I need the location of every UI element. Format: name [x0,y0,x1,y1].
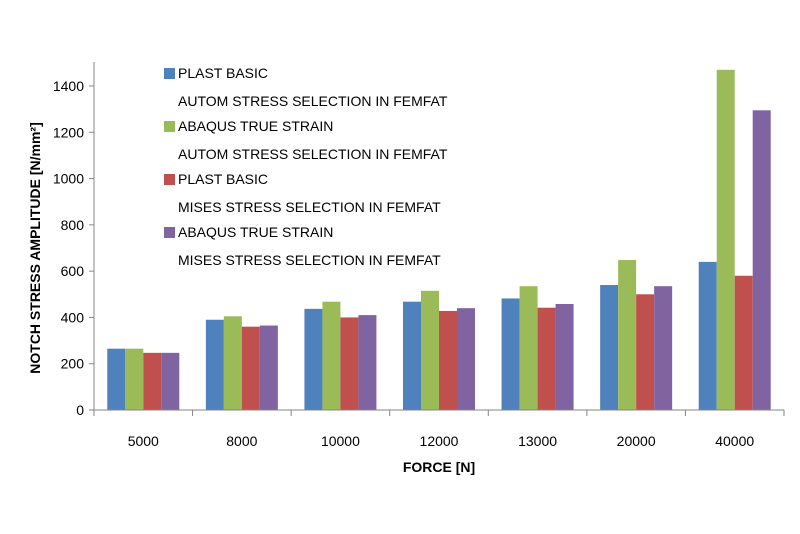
legend-label-line2: AUTOM STRESS SELECTION IN FEMFAT [178,93,448,109]
bar [304,308,323,410]
legend-swatch [164,174,175,185]
legend-swatch [164,227,175,238]
x-tick-label: 10000 [321,433,360,449]
y-tick-label: 400 [61,309,85,325]
legend-label: ABAQUS TRUE STRAIN [178,118,333,134]
bar [403,301,421,410]
legend-swatch [164,121,175,132]
bar [421,290,439,410]
bar [358,315,377,410]
y-tick-label: 600 [61,263,85,279]
bar [519,286,538,410]
y-axis-title: NOTCH STRESS AMPLITUDE [N/mm²] [27,122,43,373]
bar [600,285,619,410]
bar [698,261,717,410]
bar [501,298,520,410]
bar [107,348,126,410]
x-tick-label: 13000 [518,433,557,449]
bar [205,319,224,410]
bar [223,316,242,410]
legend-swatch [164,68,175,79]
bars-layer [107,69,771,411]
legend-label: PLAST BASIC [178,65,268,81]
axes-layer [93,62,784,411]
y-tick-label: 1000 [53,171,84,187]
y-tick-label: 1400 [53,78,84,94]
bar [322,301,341,410]
legend-label: ABAQUS TRUE STRAIN [178,224,333,240]
legend-label-line2: MISES STRESS SELECTION IN FEMFAT [178,252,441,268]
bar [161,352,180,410]
x-tick-label: 20000 [617,433,656,449]
legend-label: PLAST BASIC [178,171,268,187]
x-tick-label: 8000 [226,433,257,449]
legend-label-line2: MISES STRESS SELECTION IN FEMFAT [178,199,441,215]
legend: PLAST BASIC AUTOM STRESS SELECTION IN FEM… [164,65,448,268]
bar [636,294,655,410]
x-tick-label: 40000 [715,433,754,449]
y-tick-label: 1200 [53,124,84,140]
x-tick-label: 12000 [420,433,459,449]
bar [752,110,771,411]
bar [125,348,144,410]
y-tick-label: 800 [61,217,85,233]
x-axis-title: FORCE [N] [403,459,475,475]
bar [734,275,753,410]
y-tick-label: 200 [61,356,85,372]
bar [340,317,359,410]
y-ticks: 0 200 400 600 800 1000 1200 1400 [53,78,94,418]
bar [241,326,260,410]
bar [259,325,278,410]
x-ticks: 5000 8000 10000 12000 13000 20000 40000 [93,410,785,449]
x-tick-label: 5000 [128,433,159,449]
bar [716,69,735,411]
legend-label-line2: AUTOM STRESS SELECTION IN FEMFAT [178,146,448,162]
bar [457,308,475,410]
bar [537,307,556,410]
bar [654,286,673,410]
y-tick-label: 0 [76,402,84,418]
bar [143,352,162,410]
bar [439,310,457,410]
bar [555,304,574,410]
bar [618,260,637,410]
